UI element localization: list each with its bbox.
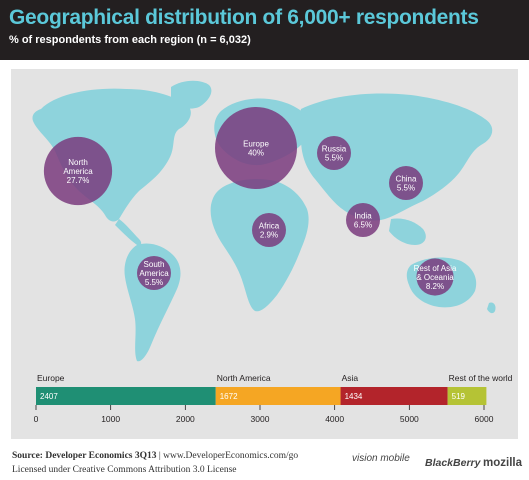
bar-segment-europe <box>36 387 216 405</box>
bubble-name-south-america: South <box>144 260 165 269</box>
mozilla-logo: mozilla <box>483 457 522 469</box>
tick-label-3000: 3000 <box>251 414 270 424</box>
chart-panel: North America 27.7% Europe 40% Russia 5.5% Chin… <box>11 69 518 439</box>
visionmobile-logo: vision mobile <box>352 453 410 464</box>
footer-license: Licensed under Creative Commons Attribut… <box>12 465 237 475</box>
bubble-value-rest-of-asia-oceania: 8.2% <box>426 282 444 291</box>
bubble-value-india: 6.5% <box>354 221 372 230</box>
header-bar: Geographical distribution of 6,000+ resp… <box>0 0 529 60</box>
bar-value-rest-of-the-world: 519 <box>452 392 466 401</box>
tick-label-0: 0 <box>34 414 39 424</box>
bubble-circle-europe <box>215 107 297 189</box>
footer-source: Source: Developer Economics 3Q13 | www.D… <box>12 451 298 461</box>
bubble-value-north-america: 27.7% <box>67 176 90 185</box>
bubble-value-africa: 2.9% <box>260 231 278 240</box>
tick-label-2000: 2000 <box>176 414 195 424</box>
bubble-circle-india <box>346 203 380 237</box>
continent-africa <box>210 179 309 312</box>
bar-segment-rest-of-the-world <box>447 387 487 405</box>
bubble-value-europe: 40% <box>248 149 264 158</box>
bubble-circle-rest-of-asia-oceania <box>416 258 454 296</box>
continent-central-america <box>115 219 142 246</box>
bubble-name-south-america: America <box>139 269 169 278</box>
respondents-bar-chart: 2407 Europe 1672 North America 1434 Asia 519 Re… <box>34 373 513 424</box>
bubble-circle-russia <box>317 136 351 170</box>
page-title: Geographical distribution of 6,000+ resp… <box>9 6 479 29</box>
bubble-value-russia: 5.5% <box>325 154 343 163</box>
bar-category-rest-of-the-world: Rest of the world <box>449 373 513 383</box>
bar-value-north-america: 1672 <box>220 392 238 401</box>
bubble-circle-north-america <box>43 136 113 206</box>
continent-greenland <box>171 80 212 109</box>
continent-north-america <box>32 88 191 222</box>
bubble-name-rest-of-asia-oceania: Rest of Asia <box>414 264 457 273</box>
bubble-name-china: China <box>396 175 417 184</box>
bar-value-asia: 1434 <box>345 392 363 401</box>
bar-segment-north-america <box>215 387 341 405</box>
page-subtitle: % of respondents from each region (n = 6… <box>9 34 251 46</box>
bar-category-asia: Asia <box>342 373 359 383</box>
tick-label-6000: 6000 <box>475 414 494 424</box>
tick-label-5000: 5000 <box>400 414 419 424</box>
blackberry-logo: BlackBerry <box>425 457 481 469</box>
bubble-circle-africa <box>252 213 286 247</box>
continent-southeast-asia <box>389 218 426 245</box>
bubble-name-rest-of-asia-oceania: & Oceania <box>416 273 454 282</box>
bubble-value-south-america: 5.5% <box>145 278 163 287</box>
bubble-value-china: 5.5% <box>397 184 415 193</box>
bubble-name-africa: Africa <box>259 222 280 231</box>
tick-label-4000: 4000 <box>325 414 344 424</box>
continent-asia <box>300 93 493 221</box>
bar-category-north-america: North America <box>217 373 271 383</box>
tick-label-1000: 1000 <box>101 414 120 424</box>
footer-source-label: Source: Developer Economics 3Q13 <box>12 451 157 461</box>
bubble-name-north-america: America <box>63 167 93 176</box>
bubble-circle-south-america <box>137 256 171 290</box>
bar-segment-asia <box>340 387 448 405</box>
bar-category-europe: Europe <box>37 373 65 383</box>
bubble-name-europe: Europe <box>243 140 269 149</box>
bubble-name-india: India <box>354 212 372 221</box>
bubble-circle-china <box>389 166 423 200</box>
bubble-name-russia: Russia <box>322 145 347 154</box>
footer-source-url[interactable]: | www.DeveloperEconomics.com/go <box>158 451 299 461</box>
continent-new-zealand <box>487 302 496 314</box>
bubble-name-north-america: North <box>68 158 88 167</box>
bar-value-europe: 2407 <box>40 392 58 401</box>
